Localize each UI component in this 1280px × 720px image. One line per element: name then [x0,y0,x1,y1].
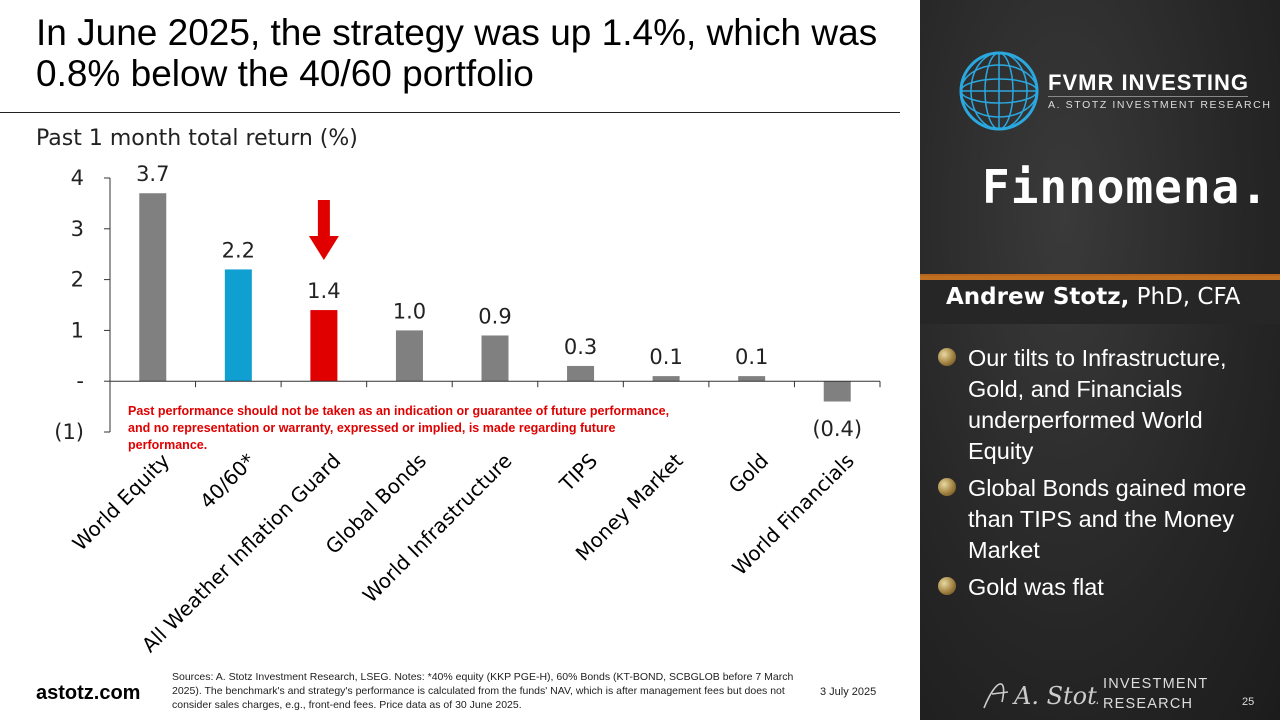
y-tick-label: 2 [71,268,84,292]
data-label: 1.0 [393,299,426,323]
bar [567,365,595,382]
chart-title: Past 1 month total return (%) [36,126,358,151]
y-tick-label: (1) [54,420,84,444]
y-tick-label: 3 [71,217,84,241]
key-point-text: Gold was flat [968,574,1104,600]
disclaimer-line: and no representation or warranty, expre… [128,421,615,435]
category-label: TIPS [554,449,602,497]
partner-logo: Finnomena. [982,160,1269,214]
category-label: World Equity [68,448,175,555]
bar [823,381,851,402]
key-point: Gold was flat [938,572,1268,603]
bar [738,376,766,382]
signature-logo: A. Stotz [983,682,1098,710]
category-label: Gold [724,449,773,498]
data-label: 2.2 [222,238,255,262]
footer-brand-line2: RESEARCH [1103,696,1194,712]
right-panel: FVMR INVESTING A. STOTZ INVESTMENT RESEA… [920,0,1280,720]
sources-note: Sources: A. Stotz Investment Research, L… [172,671,794,711]
data-label: 0.9 [478,304,511,328]
key-points-list: Our tilts to Infrastructure, Gold, and F… [938,343,1268,609]
bullet-icon [938,577,956,595]
author-credentials: PhD, CFA [1129,284,1241,310]
author-band-inner [920,276,1280,324]
data-label: 0.3 [564,335,597,359]
bar [652,376,680,382]
bar [224,269,252,382]
data-label: 0.1 [735,345,768,369]
slide-title: In June 2025, the strategy was up 1.4%, … [36,12,878,94]
bullet-icon [938,348,956,366]
category-label: 40/60* [195,449,260,514]
disclaimer-line: performance. [128,438,207,452]
y-tick-label: 1 [71,318,84,342]
footer-brand: INVESTMENT RESEARCH [1103,674,1208,714]
brand-name: FVMR INVESTING [1048,70,1250,95]
data-label: 0.1 [649,345,682,369]
data-label: 3.7 [136,162,169,186]
bar [139,193,167,382]
signature-text: A. Stotz [1012,682,1098,710]
disclaimer-note: Past performance should not be taken as … [128,404,669,452]
data-label: (0.4) [812,417,862,441]
title-divider [0,112,900,113]
brand-subtitle: A. STOTZ INVESTMENT RESEARCH [1048,99,1272,111]
category-label: World Infrastructure [358,449,517,608]
slide-date: 3 July 2025 [820,686,877,698]
page-number: 25 [1242,696,1255,708]
bar [481,335,509,382]
y-tick-label: 4 [71,166,84,190]
key-point: Our tilts to Infrastructure, Gold, and F… [938,343,1268,467]
key-point: Global Bonds gained more than TIPS and t… [938,473,1268,566]
footer-brand-line1: INVESTMENT [1103,676,1209,692]
key-point-text: Global Bonds gained more than TIPS and t… [968,475,1247,563]
bullet-icon [938,478,956,496]
key-point-text: Our tilts to Infrastructure, Gold, and F… [968,345,1227,464]
bar [395,330,423,382]
highlight-arrow-icon [308,200,339,260]
data-label: 1.4 [307,279,340,303]
author-name: Andrew Stotz, PhD, CFA [946,284,1240,310]
y-tick-label: - [76,369,84,393]
footer-site-link[interactable]: astotz.com [36,682,141,704]
brand-divider [1048,96,1248,97]
globe-icon [959,51,1039,131]
disclaimer-line: Past performance should not be taken as … [128,404,669,418]
author-name-text: Andrew Stotz, [946,284,1130,310]
bar [310,310,338,382]
